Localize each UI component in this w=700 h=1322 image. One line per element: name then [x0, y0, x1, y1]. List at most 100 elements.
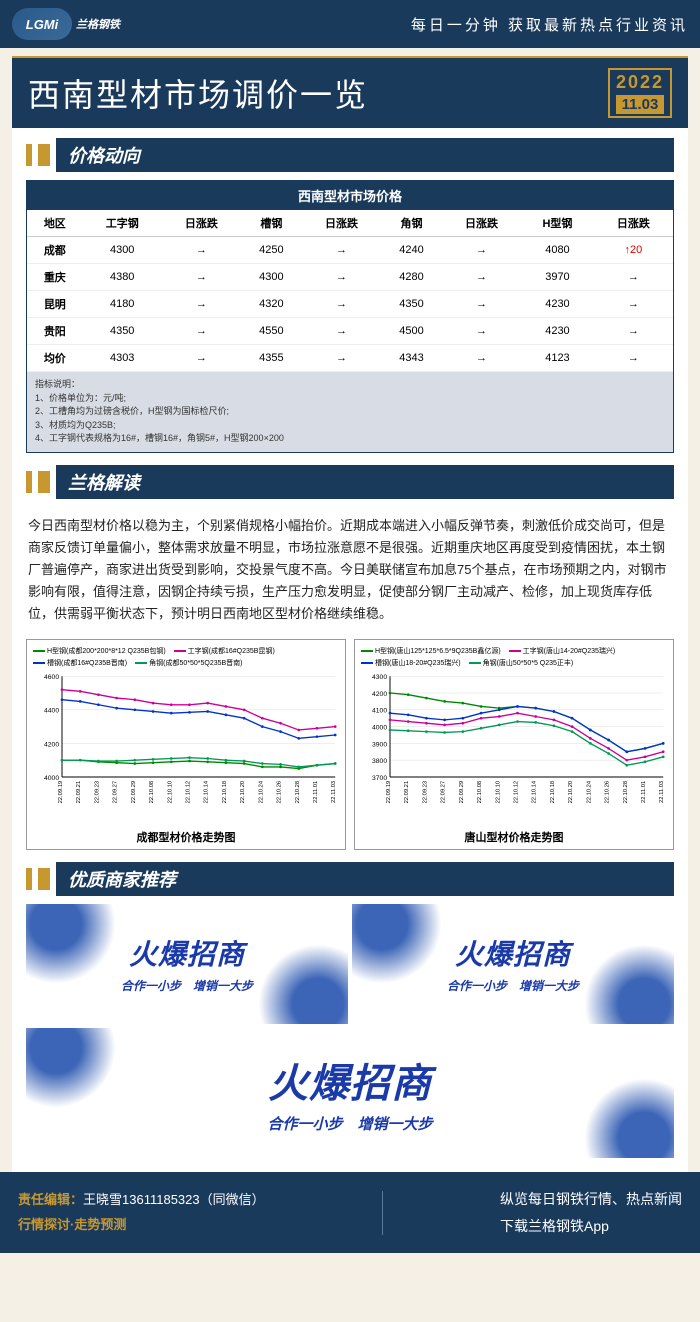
- cell: →: [442, 237, 521, 264]
- col-header: 工字钢: [83, 210, 162, 237]
- cell: 贵阳: [27, 318, 83, 345]
- svg-text:22.10.08: 22.10.08: [149, 781, 155, 804]
- notes-title: 指标说明：: [35, 378, 665, 392]
- table-row: 重庆4380→4300→4280→3970→: [27, 264, 673, 291]
- cell: 4180: [83, 291, 162, 318]
- svg-text:3800: 3800: [372, 758, 387, 765]
- page: LGMi 兰格钢铁 每日一分钟 获取最新热点行业资讯 西南型材市场调价一览 20…: [0, 0, 700, 1253]
- legend-item: 角钢(成都50*50*5Q235B晋南): [135, 658, 242, 668]
- svg-text:22.10.12: 22.10.12: [185, 781, 191, 804]
- table-row: 均价4303→4355→4343→4123→: [27, 345, 673, 372]
- cell: →: [594, 345, 673, 372]
- cell: 4250: [241, 237, 302, 264]
- svg-text:22.09.27: 22.09.27: [113, 781, 119, 804]
- logo-cn: 兰格钢铁: [76, 16, 120, 32]
- table-row: 成都4300→4250→4240→4080↑20: [27, 237, 673, 264]
- legend-item: 槽钢(成都16#Q235B晋南): [33, 658, 127, 668]
- svg-text:22.09.21: 22.09.21: [404, 781, 410, 804]
- col-header: 槽钢: [241, 210, 302, 237]
- accent-bar: [26, 144, 32, 166]
- svg-text:3900: 3900: [372, 741, 387, 748]
- section2-title: 兰格解读: [56, 465, 674, 499]
- cell: →: [302, 291, 381, 318]
- svg-text:22.10.14: 22.10.14: [532, 780, 538, 803]
- svg-text:22.10.18: 22.10.18: [550, 781, 556, 804]
- promo-grid: 火爆招商 合作一小步 增销一大步 火爆招商 合作一小步 增销一大步 火爆招商 合…: [26, 904, 674, 1158]
- section3-title: 优质商家推荐: [56, 862, 674, 896]
- footer-line2: 行情探讨·走势预测: [18, 1213, 265, 1238]
- svg-text:22.10.10: 22.10.10: [495, 781, 501, 804]
- legend-item: H型钢(成都200*200*8*12 Q235B包钢): [33, 646, 166, 656]
- promo-sub: 合作一小步 增销一大步: [121, 977, 253, 994]
- promo-card[interactable]: 火爆招商 合作一小步 增销一大步: [26, 1028, 674, 1158]
- svg-text:22.10.28: 22.10.28: [623, 781, 629, 804]
- legend-item: 角钢(唐山50*50*5 Q235正丰): [469, 658, 574, 668]
- editor-value: 王晓雪13611185323（同微信）: [83, 1192, 265, 1207]
- cell: 4280: [381, 264, 442, 291]
- cell: 均价: [27, 345, 83, 372]
- col-header: 日涨跌: [594, 210, 673, 237]
- logo-mark: LGMi: [12, 8, 72, 40]
- cell: 成都: [27, 237, 83, 264]
- svg-text:22.09.19: 22.09.19: [58, 781, 64, 804]
- cell: 4355: [241, 345, 302, 372]
- svg-text:4000: 4000: [372, 724, 387, 731]
- date-month-day: 11.03: [616, 95, 664, 114]
- svg-text:22.11.03: 22.11.03: [659, 781, 665, 803]
- cell: 4320: [241, 291, 302, 318]
- cell: 4300: [241, 264, 302, 291]
- cell: →: [162, 237, 241, 264]
- cell: →: [442, 345, 521, 372]
- cell: 3970: [521, 264, 594, 291]
- footer-right2: 下载兰格钢铁App: [500, 1213, 682, 1240]
- editor-label: 责任编辑：: [18, 1192, 83, 1207]
- cell: ↑20: [594, 237, 673, 264]
- section2-header: 兰格解读: [26, 465, 674, 499]
- svg-text:22.10.12: 22.10.12: [513, 781, 519, 804]
- cell: →: [594, 291, 673, 318]
- cell: 4500: [381, 318, 442, 345]
- promo-card[interactable]: 火爆招商 合作一小步 增销一大步: [26, 904, 348, 1024]
- legend-item: 工字钢(唐山14-20#Q235瑞兴): [509, 646, 616, 656]
- cell: →: [442, 264, 521, 291]
- col-header: 日涨跌: [162, 210, 241, 237]
- svg-text:22.09.23: 22.09.23: [422, 781, 428, 804]
- svg-text:22.10.08: 22.10.08: [477, 781, 483, 804]
- logo: LGMi 兰格钢铁: [12, 8, 120, 40]
- svg-text:3700: 3700: [372, 775, 387, 782]
- table-row: 昆明4180→4320→4350→4230→: [27, 291, 673, 318]
- cell: →: [162, 264, 241, 291]
- cell: 4230: [521, 318, 594, 345]
- svg-text:4200: 4200: [44, 741, 59, 748]
- svg-text:4300: 4300: [372, 674, 387, 681]
- price-table: 地区工字钢日涨跌槽钢日涨跌角钢日涨跌H型钢日涨跌 成都4300→4250→424…: [27, 210, 673, 372]
- svg-text:22.09.19: 22.09.19: [386, 781, 392, 804]
- promo-sub: 合作一小步 增销一大步: [267, 1113, 432, 1134]
- promo-headline: 火爆招商: [129, 933, 245, 973]
- col-header: 日涨跌: [442, 210, 521, 237]
- cell: 昆明: [27, 291, 83, 318]
- svg-text:22.10.20: 22.10.20: [568, 781, 574, 804]
- cell: 4350: [381, 291, 442, 318]
- promo-card[interactable]: 火爆招商 合作一小步 增销一大步: [352, 904, 674, 1024]
- svg-text:22.10.20: 22.10.20: [240, 781, 246, 804]
- chart2-title: 唐山型材价格走势图: [359, 829, 669, 845]
- top-bar: LGMi 兰格钢铁 每日一分钟 获取最新热点行业资讯: [0, 0, 700, 48]
- section1-header: 价格动向: [26, 138, 674, 172]
- promo-headline: 火爆招商: [268, 1051, 432, 1109]
- cell: 4080: [521, 237, 594, 264]
- col-header: H型钢: [521, 210, 594, 237]
- legend-item: 槽钢(唐山18-20#Q235瑞兴): [361, 658, 461, 668]
- svg-text:4200: 4200: [372, 691, 387, 698]
- svg-text:22.09.21: 22.09.21: [76, 781, 82, 804]
- cell: 4380: [83, 264, 162, 291]
- cell: →: [442, 318, 521, 345]
- table-notes: 指标说明： 1、价格单位为：元/吨;2、工槽角均为过磅含税价，H型钢为国标检尺价…: [27, 372, 673, 452]
- col-header: 日涨跌: [302, 210, 381, 237]
- cell: →: [302, 264, 381, 291]
- price-table-wrap: 西南型材市场价格 地区工字钢日涨跌槽钢日涨跌角钢日涨跌H型钢日涨跌 成都4300…: [26, 180, 674, 453]
- legend-item: H型钢(唐山125*125*6.5*9Q235B鑫亿源): [361, 646, 501, 656]
- cell: 4240: [381, 237, 442, 264]
- svg-text:22.11.01: 22.11.01: [313, 781, 319, 803]
- svg-text:4600: 4600: [44, 674, 59, 681]
